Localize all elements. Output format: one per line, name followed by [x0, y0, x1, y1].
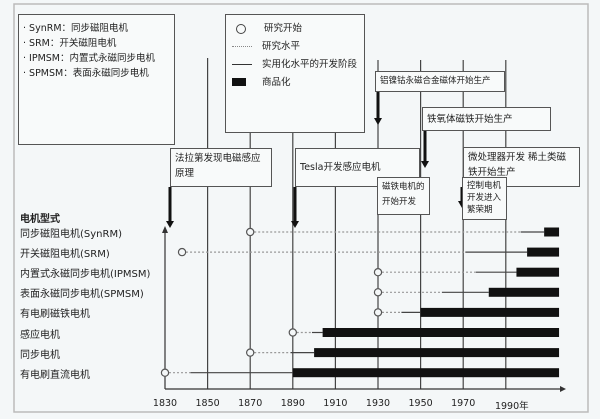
legend-bar: 商品化: [262, 77, 291, 88]
abbrev-srm: · SRM：开关磁阻电机: [23, 38, 117, 49]
research-start-marker: [373, 268, 383, 277]
commercialization-bar: [516, 267, 560, 277]
commercialization-bar: [488, 287, 560, 297]
row-label: 感应电机: [20, 329, 60, 341]
commercialization-bar: [527, 247, 560, 257]
legend-solid: 实用化水平的开发阶段: [262, 59, 358, 70]
x-tick-label: 1850: [195, 398, 220, 409]
x-tick-label: 1970: [451, 398, 476, 409]
legend-circle: 研究开始: [264, 23, 303, 34]
legend-box: 研究开始 研究水平 实用化水平的开发阶段 商品化: [225, 14, 365, 133]
research-start-marker: [373, 288, 383, 297]
x-tick-label: 1930: [365, 398, 391, 409]
row-label: 有电刷直流电机: [20, 369, 90, 381]
research-start-marker: [245, 227, 255, 237]
row-label: 同步电机: [20, 349, 60, 361]
commercialization-bar: [292, 368, 560, 378]
y-axis-title: 电机型式: [20, 214, 60, 225]
event-arrowhead-1: [291, 221, 299, 228]
event-magnet-motor: 磁铁电机的开始开发: [377, 177, 430, 215]
row-label: 表面永磁同步电机(SPMSM): [20, 289, 144, 301]
event-faraday: 法拉第发现电磁感应原理: [170, 148, 272, 187]
x-tick-label: 1870: [238, 398, 263, 409]
dashed-line-icon: [232, 46, 252, 54]
abbrev-ipmsm: · IPMSM：内置式永磁同步电机: [23, 53, 155, 64]
event-arrowhead-3: [421, 161, 429, 168]
research-start-marker: [288, 328, 297, 337]
x-tick-label: 1950: [408, 398, 433, 409]
y-axis-arrow: [162, 226, 168, 233]
commercialization-bar: [420, 307, 560, 317]
bar-icon: [232, 78, 246, 86]
abbrev-spmsm: · SPMSM：表面永磁同步电机: [23, 68, 149, 79]
event-arrowhead-0: [166, 221, 174, 228]
abbrev-synrm: · SynRM：同步磁阻电机: [23, 23, 129, 34]
commercialization-bar: [544, 227, 560, 237]
research-start-marker: [373, 308, 383, 317]
x-tick-label: 1830: [152, 398, 178, 409]
commercialization-bar: [314, 348, 560, 358]
event-arrowhead-2: [374, 118, 382, 125]
solid-line-icon: [232, 64, 252, 65]
legend-dashed: 研究水平: [262, 41, 301, 52]
x-tick-label: 1910: [323, 398, 348, 409]
commercialization-bar: [322, 328, 560, 337]
row-label: 同步磁阻电机(SynRM): [20, 229, 122, 240]
research-start-marker: [245, 348, 255, 357]
row-label: 内置式永磁同步电机(IPMSM): [20, 269, 151, 281]
row-label: 开关磁阻电机(SRM): [20, 249, 110, 261]
x-tick-label: 1890: [280, 398, 305, 409]
outer-border: [13, 3, 589, 413]
event-control-motor: 控制电机开发进入繁荣期: [462, 177, 507, 220]
row-label: 有电刷磁铁电机: [20, 309, 90, 321]
research-start-marker: [160, 368, 170, 377]
abbreviation-box: · SynRM：同步磁阻电机 · SRM：开关磁阻电机 · IPMSM：内置式永…: [18, 14, 175, 145]
research-start-marker: [177, 247, 187, 257]
x-tick-label: 1990年: [494, 401, 529, 412]
circle-icon: [236, 24, 246, 34]
event-alnico: 铝镍钴永磁合金磁体开始生产: [375, 71, 505, 92]
x-axis-arrow: [560, 386, 566, 392]
event-ferrite: 铁氧体磁铁开始生产: [422, 107, 551, 131]
